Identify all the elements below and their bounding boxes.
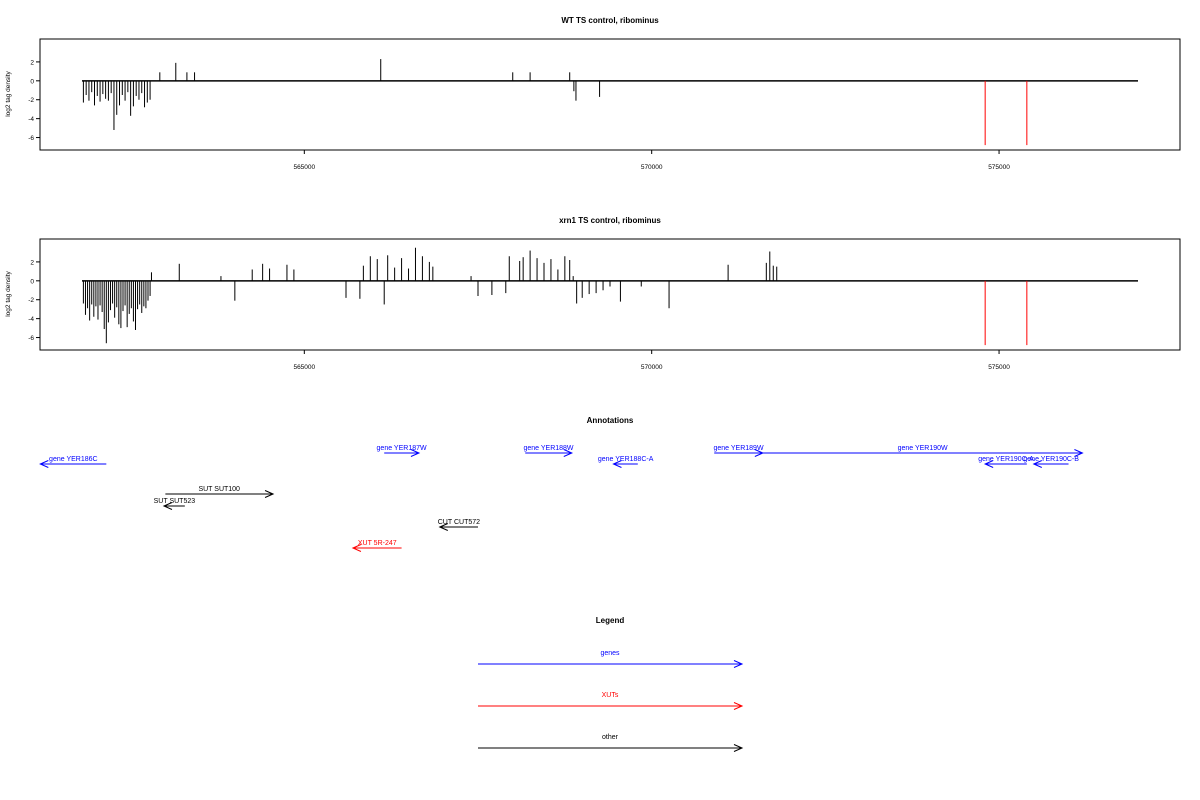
annotation-arrow-head	[1074, 449, 1084, 457]
wt-ytick-label: 2	[30, 59, 34, 66]
wt-ytick-label: 0	[30, 78, 34, 85]
annotation-label: gene YER189W	[713, 445, 763, 452]
legend-entries: genes XUTs other	[478, 650, 744, 752]
legend-entry: genes	[478, 650, 744, 668]
legend-arrow-head	[733, 744, 744, 752]
annotation-item: gene YER186C	[39, 456, 107, 468]
xrn1-markers	[984, 280, 1028, 346]
xrn1-panel-title: xrn1 TS control, ribominus	[559, 216, 661, 225]
annotation-label: gene YER188C-A	[598, 456, 654, 463]
legend-entry: XUTs	[478, 692, 744, 710]
annotation-label: gene YER190W	[898, 445, 948, 452]
wt-yaxis: 2 0 -2 -4 -6	[28, 59, 40, 142]
annotation-item: XUT 5R-247	[351, 540, 402, 552]
annotation-arrow-head	[351, 544, 362, 552]
wt-ylabel: log2 tag density	[5, 70, 12, 116]
annotation-label: gene YER188W	[523, 445, 573, 452]
annotation-label: XUT 5R-247	[358, 540, 397, 547]
annotation-label: gene YER187W	[377, 445, 427, 452]
xrn1-xtick-label: 570000	[641, 364, 663, 371]
legend-label: genes	[600, 650, 620, 657]
wt-xtick-label: 570000	[641, 164, 663, 171]
legend: Legend genes XUTs other	[478, 616, 744, 752]
annotation-item: gene YER190W	[762, 445, 1084, 457]
legend-arrow-head	[733, 660, 744, 668]
annotation-label: SUT SUT523	[154, 498, 196, 505]
annotation-item: CUT CUT572	[438, 519, 480, 531]
xrn1-plot-frame	[39, 238, 1181, 351]
annotations-title: Annotations	[587, 416, 634, 425]
xrn1-ytick-label: -4	[28, 316, 34, 323]
annotation-arrow-head	[983, 460, 994, 468]
legend-title: Legend	[596, 616, 625, 625]
annotation-arrow-head	[1032, 460, 1042, 468]
annotation-label: gene YER186C	[49, 456, 98, 463]
annotation-arrow-head	[162, 502, 173, 510]
wt-ytick-label: -2	[28, 97, 34, 104]
wt-bars	[82, 59, 601, 130]
annotation-item: gene YER189W	[713, 445, 765, 457]
wt-ytick-label: -6	[28, 135, 34, 142]
xrn1-bars	[82, 247, 778, 344]
xrn1-xaxis: 565000 570000 575000	[293, 350, 1010, 371]
annotation-item: SUT SUT100	[165, 486, 275, 498]
xrn1-ytick-label: -6	[28, 335, 34, 342]
legend-label: other	[602, 734, 619, 741]
legend-label: XUTs	[602, 692, 619, 699]
wt-xaxis: 565000 570000 575000	[293, 150, 1010, 171]
xrn1-ytick-label: 2	[30, 259, 34, 266]
annotation-item: gene YER188W	[523, 445, 574, 457]
annotation-item: gene YER190C-A	[978, 456, 1034, 468]
xrn1-ytick-label: -2	[28, 297, 34, 304]
wt-ytick-label: -4	[28, 116, 34, 123]
xrn1-panel: xrn1 TS control, ribominus log2 tag dens…	[5, 216, 1181, 371]
xrn1-xtick-label: 565000	[293, 364, 315, 371]
annotation-arrow-head	[438, 523, 448, 531]
xrn1-ytick-label: 0	[30, 278, 34, 285]
annotation-arrow-head	[264, 490, 275, 498]
wt-markers	[984, 80, 1028, 146]
annotation-arrow-head	[563, 449, 574, 457]
legend-arrow-head	[733, 702, 744, 710]
annotation-arrow-head	[410, 449, 421, 457]
annotation-label: SUT SUT100	[198, 486, 240, 493]
wt-xtick-label: 565000	[293, 164, 315, 171]
wt-panel-title: WT TS control, ribominus	[561, 16, 659, 25]
wt-plot-frame	[39, 38, 1181, 151]
annotation-label: CUT CUT572	[438, 519, 480, 526]
xrn1-xtick-label: 575000	[988, 364, 1010, 371]
xrn1-yaxis: 2 0 -2 -4 -6	[28, 259, 40, 342]
annotation-item: gene YER188C-A	[598, 456, 654, 468]
annotation-label: gene YER190C-B	[1023, 456, 1079, 463]
annotation-item: gene YER190C-B	[1023, 456, 1079, 468]
annotation-arrow-head	[612, 460, 622, 468]
wt-panel: WT TS control, ribominus log2 tag densit…	[5, 16, 1181, 171]
annotation-item: gene YER187W	[377, 445, 427, 457]
annotation-item: SUT SUT523	[154, 498, 196, 510]
annotation-arrow-head	[39, 460, 49, 468]
annotation-items: gene YER186C gene YER187W gene YER188W gene…	[39, 445, 1084, 552]
annotation-label: gene YER190C-A	[978, 456, 1034, 463]
wt-xtick-label: 575000	[988, 164, 1010, 171]
xrn1-ylabel: log2 tag density	[5, 270, 12, 316]
legend-entry: other	[478, 734, 744, 752]
